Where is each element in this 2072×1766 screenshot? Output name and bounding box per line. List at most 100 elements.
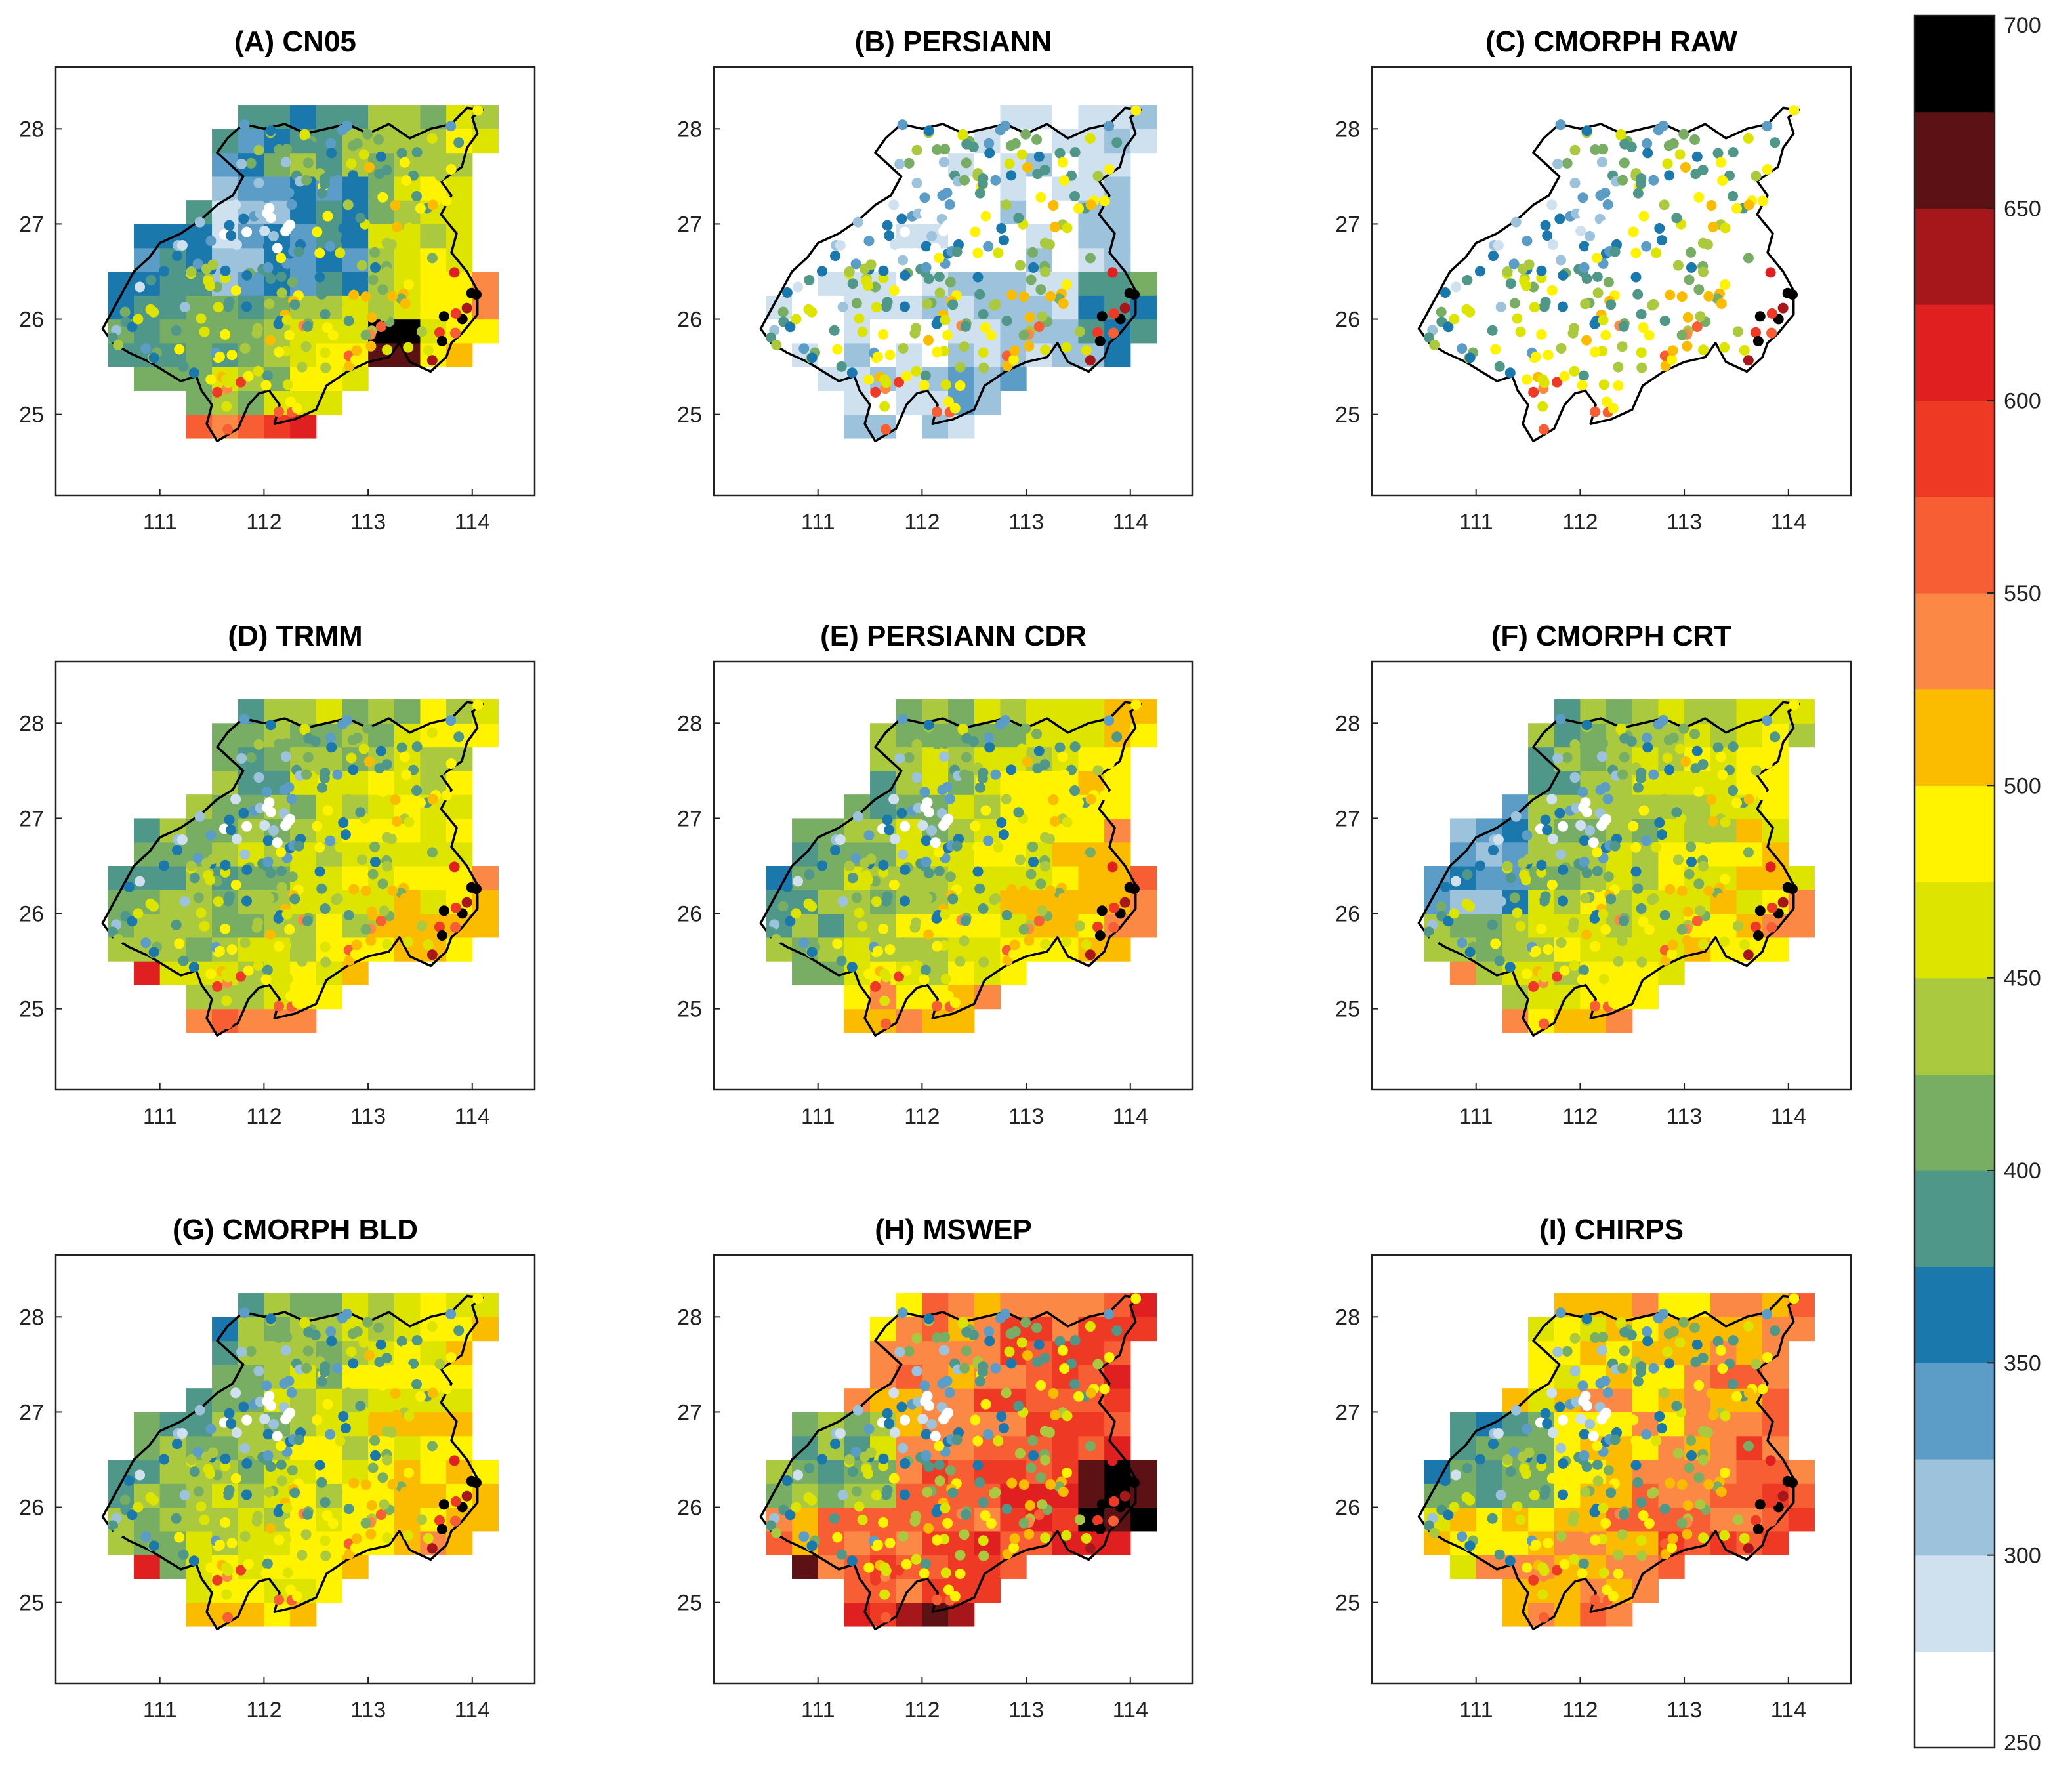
station-point	[356, 260, 367, 271]
grid-cell	[446, 818, 473, 843]
station-point	[1754, 311, 1766, 322]
station-point	[1585, 231, 1596, 242]
station-point	[1607, 1591, 1619, 1602]
station-point	[1556, 342, 1567, 354]
station-point	[1617, 1363, 1628, 1374]
grid-cell	[792, 224, 819, 249]
station-point	[1684, 274, 1695, 285]
y-tick-label: 28	[19, 117, 44, 142]
station-point	[332, 769, 343, 780]
station-point	[1554, 213, 1565, 224]
station-point	[360, 1517, 371, 1529]
station-point	[302, 1509, 313, 1520]
station-points	[107, 699, 484, 1029]
station-point	[1770, 731, 1781, 743]
station-point	[1487, 919, 1498, 930]
station-point	[369, 1435, 381, 1446]
station-point	[262, 262, 274, 273]
station-point	[978, 362, 989, 373]
region-boundary	[759, 701, 1142, 1037]
station-point	[1124, 287, 1135, 298]
station-point	[434, 921, 445, 932]
station-point	[366, 1500, 377, 1511]
station-point	[148, 947, 159, 958]
station-point	[367, 869, 379, 880]
station-point	[1638, 211, 1649, 222]
station-point	[390, 794, 401, 806]
station-point	[1752, 1523, 1764, 1534]
station-point	[238, 808, 249, 819]
station-point	[1567, 327, 1579, 339]
station-point	[239, 1307, 250, 1319]
station-point	[921, 856, 932, 867]
station-point	[320, 173, 331, 184]
station-point	[1035, 786, 1046, 797]
station-point	[889, 833, 900, 844]
grid-cell	[212, 1364, 239, 1389]
grid-cell	[1450, 1555, 1477, 1579]
station-point	[1069, 741, 1081, 752]
grid-cell	[844, 342, 871, 367]
station-point	[1522, 236, 1533, 247]
station-point	[1703, 885, 1714, 896]
colorbar-tick-label: 600	[2004, 389, 2041, 414]
grid-cell	[1788, 913, 1815, 938]
station-point	[1005, 1328, 1016, 1340]
station-point	[331, 894, 342, 905]
station-point	[806, 947, 818, 958]
station-point	[847, 873, 858, 884]
grid-cell	[1710, 1435, 1737, 1460]
station-point	[872, 945, 883, 956]
station-point	[322, 211, 333, 222]
station-point	[1547, 239, 1558, 250]
station-point	[1641, 1429, 1652, 1440]
station-point	[342, 714, 353, 726]
station-point	[951, 840, 963, 852]
station-point	[1577, 787, 1588, 798]
station-point	[961, 157, 972, 169]
station-point	[900, 1458, 911, 1469]
grid-cell	[844, 1578, 871, 1603]
station-point	[1048, 1388, 1059, 1399]
station-point	[450, 308, 461, 319]
station-point	[262, 1450, 274, 1461]
station-point	[1630, 272, 1642, 283]
station-point	[896, 1401, 907, 1412]
station-point	[214, 351, 225, 362]
station-point	[1530, 351, 1541, 362]
station-point	[382, 1532, 393, 1544]
station-point	[911, 960, 922, 971]
station-point	[980, 1510, 991, 1521]
station-point	[1731, 797, 1742, 808]
station-point	[921, 262, 932, 273]
station-point	[396, 1336, 407, 1347]
station-point	[1766, 327, 1777, 339]
station-point	[1013, 213, 1024, 224]
station-point	[934, 253, 945, 264]
grid-cell	[212, 770, 239, 795]
station-point	[1557, 895, 1568, 907]
station-point	[1569, 365, 1580, 377]
grid-cell	[342, 961, 369, 985]
station-point	[355, 213, 366, 224]
panel-title-I: (I) CHIRPS	[1539, 1214, 1684, 1246]
station-point	[331, 1488, 342, 1499]
station-point	[1081, 939, 1092, 950]
station-point	[1743, 1441, 1754, 1452]
station-point	[938, 1345, 949, 1356]
station-point	[949, 1591, 961, 1602]
station-point	[291, 997, 302, 1008]
station-point	[1739, 344, 1750, 356]
station-point	[1461, 898, 1472, 909]
station-point	[934, 271, 945, 282]
station-points	[765, 105, 1142, 435]
grid-cell	[1104, 818, 1131, 843]
station-point	[1636, 362, 1647, 373]
station-point	[996, 817, 1007, 828]
station-point	[326, 1336, 337, 1347]
station-point	[1706, 1388, 1717, 1399]
y-tick-label: 25	[1335, 1591, 1360, 1616]
station-point	[314, 1460, 325, 1471]
station-point	[851, 892, 862, 903]
grid-cell	[472, 913, 499, 938]
